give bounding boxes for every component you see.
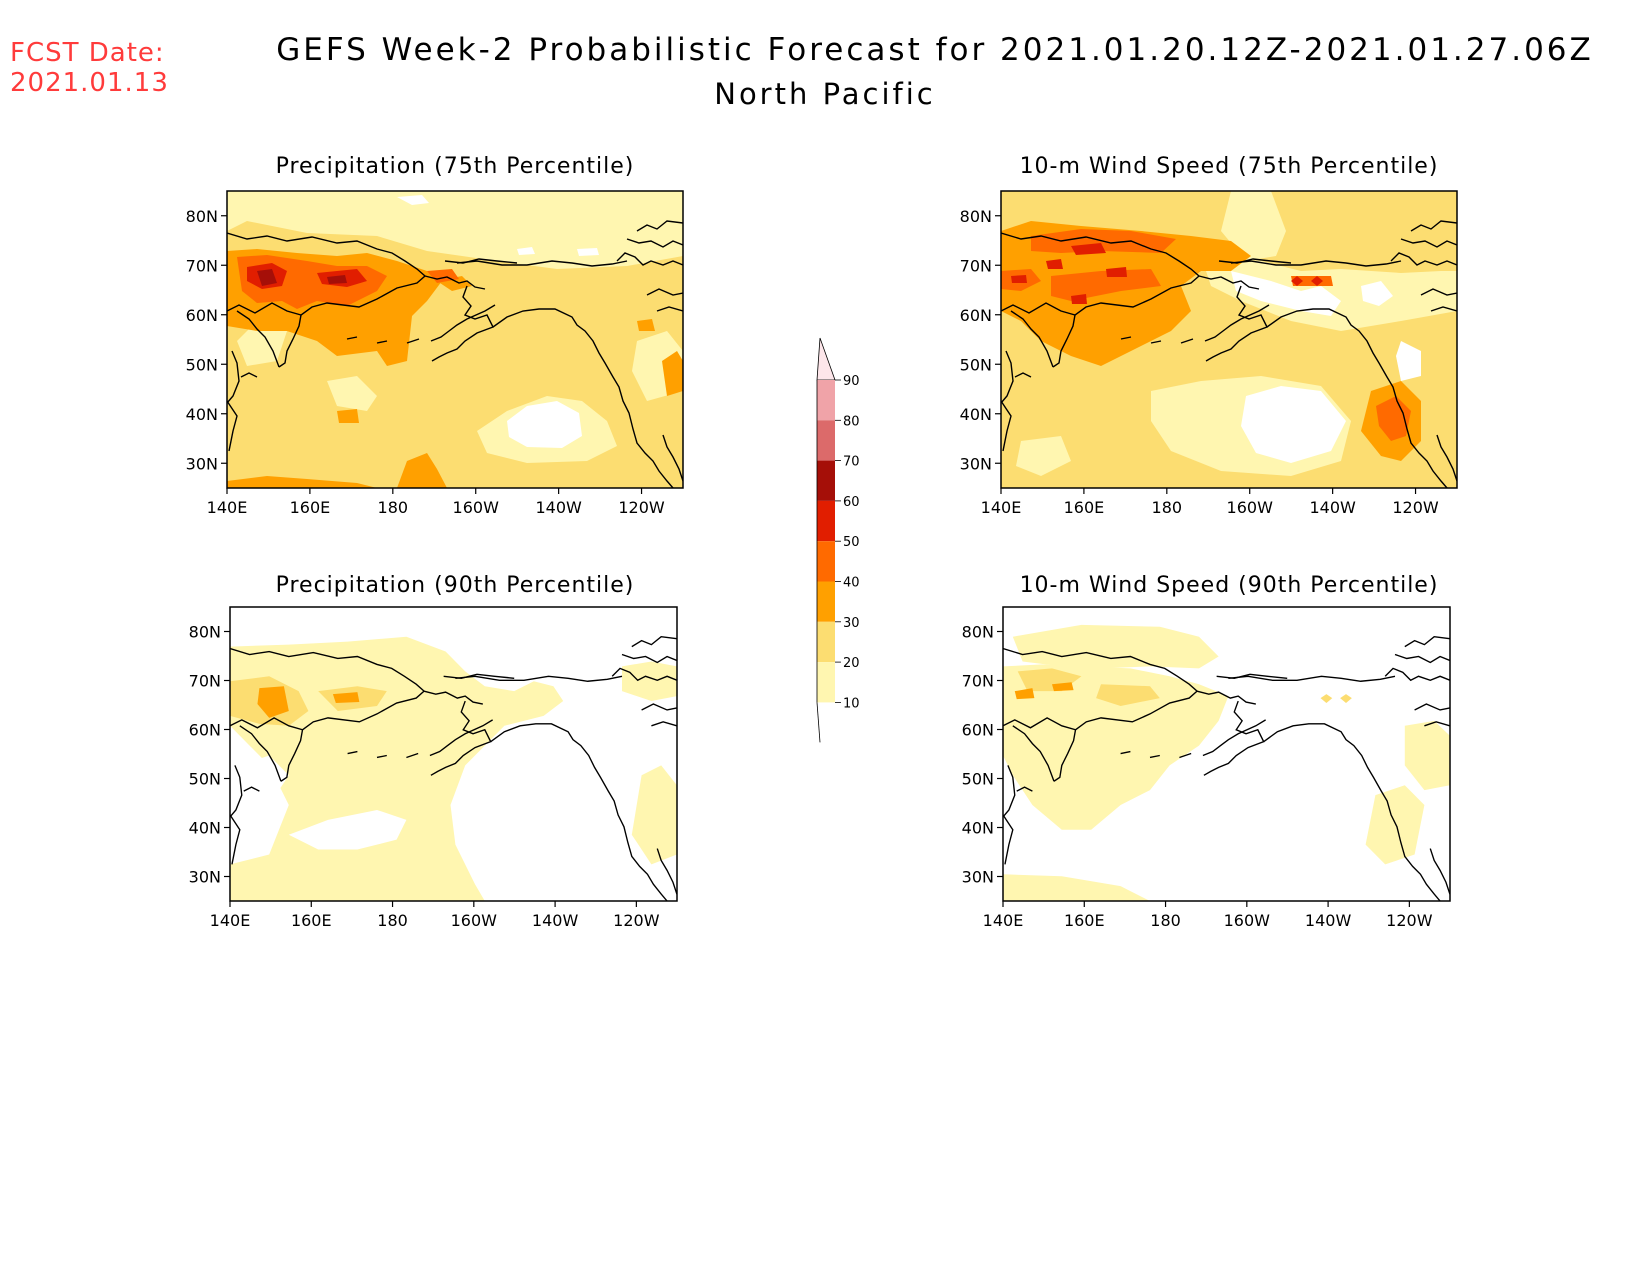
colorbar-label: 90 — [843, 374, 860, 389]
panel-precip-75: Precipitation (75th Percentile) — [227, 154, 683, 488]
colorbar-label: 10 — [843, 696, 860, 711]
lat-tick-label: 70N — [962, 672, 994, 691]
lat-tick-label: 60N — [189, 721, 221, 740]
colorbar-bin — [817, 420, 835, 460]
lon-tick-label: 140W — [1305, 911, 1352, 930]
lat-tick-label: 70N — [189, 672, 221, 691]
colorbar-bin — [817, 622, 835, 662]
lat-tick-label: 70N — [960, 256, 992, 275]
lon-tick-label: 140W — [532, 911, 579, 930]
lon-tick-label: 120W — [613, 911, 660, 930]
lon-tick-label: 140W — [535, 498, 582, 517]
colorbar-bin — [817, 582, 835, 622]
lon-tick-label: 160W — [451, 911, 498, 930]
lat-tick-label: 40N — [962, 819, 994, 838]
lat-tick-label: 50N — [186, 355, 218, 374]
panel-title: Precipitation (90th Percentile) — [276, 573, 635, 598]
map-figure: Precipitation (75th Percentile) — [0, 0, 1650, 1275]
colorbar-bin — [817, 380, 835, 420]
lat-tick-label: 40N — [960, 405, 992, 424]
colorbar-label: 50 — [843, 535, 860, 550]
colorbar-label: 80 — [843, 414, 860, 429]
lon-tick-label: 140E — [981, 498, 1022, 517]
lat-tick-label: 60N — [186, 306, 218, 325]
colorbar-bin — [817, 662, 835, 702]
lon-tick-label: 160W — [1227, 498, 1274, 517]
lat-tick-label: 30N — [186, 454, 218, 473]
colorbar-cap-top — [817, 338, 835, 380]
lat-tick-label: 30N — [960, 454, 992, 473]
lat-tick-label: 50N — [962, 770, 994, 789]
lon-tick-label: 160E — [1064, 911, 1105, 930]
panel-title: Precipitation (75th Percentile) — [276, 154, 635, 179]
colorbar-label: 70 — [843, 455, 860, 470]
colorbar-bin — [817, 501, 835, 541]
lat-tick-label: 80N — [962, 623, 994, 642]
lon-tick-label: 140W — [1309, 498, 1356, 517]
lat-tick-label: 30N — [189, 868, 221, 887]
lon-tick-label: 140E — [983, 911, 1024, 930]
lon-tick-label: 120W — [618, 498, 665, 517]
lon-tick-label: 140E — [207, 498, 248, 517]
colorbar-label: 30 — [843, 616, 860, 631]
lat-tick-label: 60N — [962, 721, 994, 740]
colorbar-cap-bottom — [817, 702, 820, 742]
lat-tick-label: 40N — [186, 405, 218, 424]
lat-tick-label: 60N — [960, 306, 992, 325]
lon-tick-label: 120W — [1392, 498, 1439, 517]
colorbar-bin — [817, 461, 835, 501]
lat-tick-label: 70N — [186, 256, 218, 275]
colorbar-label: 20 — [843, 656, 860, 671]
panel-wind-75: 10-m Wind Speed (75th Percentile) — [1001, 154, 1457, 488]
panel-title: 10-m Wind Speed (90th Percentile) — [1020, 573, 1439, 598]
lat-tick-label: 30N — [962, 868, 994, 887]
lon-tick-label: 180 — [378, 498, 409, 517]
lat-tick-label: 80N — [186, 207, 218, 226]
colorbar: 90 80 70 60 50 40 30 20 10 — [817, 338, 860, 742]
panel-wind-90: 10-m Wind Speed (90th Percentile) — [1003, 573, 1450, 901]
lon-tick-label: 160W — [1224, 911, 1271, 930]
lon-tick-label: 160E — [1064, 498, 1105, 517]
lat-tick-label: 40N — [189, 819, 221, 838]
lon-tick-label: 180 — [1150, 911, 1181, 930]
lon-tick-label: 160E — [290, 498, 331, 517]
colorbar-label: 60 — [843, 495, 860, 510]
lon-tick-label: 180 — [377, 911, 408, 930]
lon-tick-label: 120W — [1386, 911, 1433, 930]
lon-tick-label: 160W — [453, 498, 500, 517]
lat-tick-label: 50N — [189, 770, 221, 789]
lon-tick-label: 140E — [210, 911, 251, 930]
lat-tick-label: 80N — [960, 207, 992, 226]
colorbar-label: 40 — [843, 576, 860, 591]
lat-tick-label: 80N — [189, 623, 221, 642]
lon-tick-label: 160E — [291, 911, 332, 930]
panel-precip-90: Precipitation (90th Percentile) — [230, 573, 677, 901]
colorbar-bin — [817, 541, 835, 581]
lon-tick-label: 180 — [1152, 498, 1183, 517]
lat-tick-label: 50N — [960, 355, 992, 374]
panel-title: 10-m Wind Speed (75th Percentile) — [1020, 154, 1439, 179]
